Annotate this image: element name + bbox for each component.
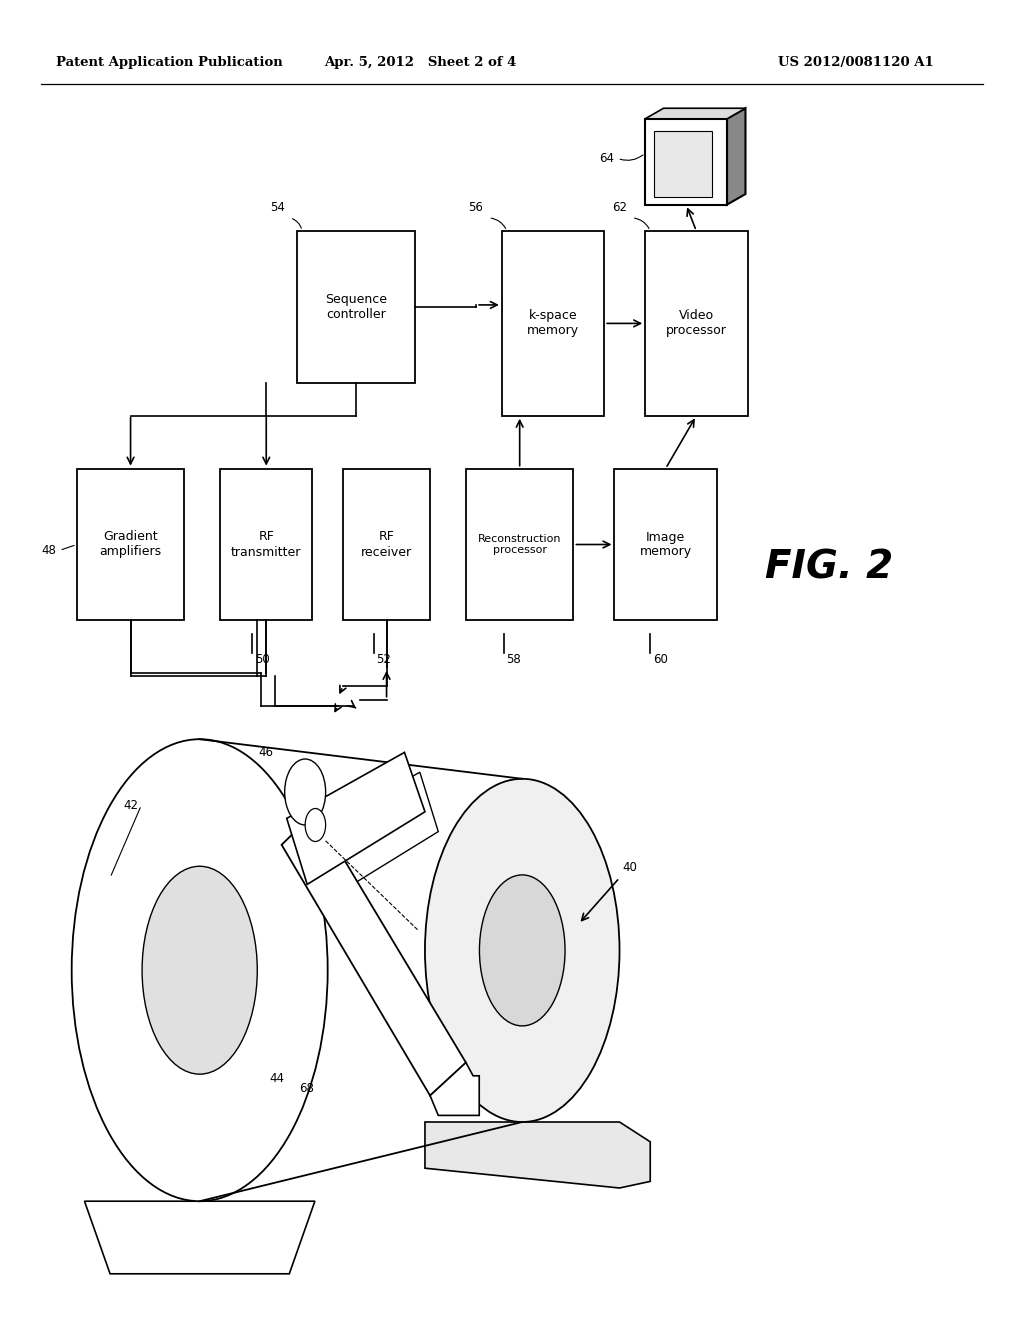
Text: 50: 50 <box>256 653 270 667</box>
Polygon shape <box>727 108 745 205</box>
Text: Sequence
controller: Sequence controller <box>325 293 387 321</box>
Text: Image
memory: Image memory <box>640 531 691 558</box>
Text: Reconstruction
processor: Reconstruction processor <box>478 533 561 556</box>
Polygon shape <box>430 1063 479 1115</box>
Ellipse shape <box>425 779 620 1122</box>
Bar <box>77 469 184 620</box>
Bar <box>654 131 712 197</box>
Bar <box>220 469 312 620</box>
Ellipse shape <box>285 759 326 825</box>
Bar <box>502 231 604 416</box>
Text: FIG. 2: FIG. 2 <box>765 549 894 586</box>
Text: RF
receiver: RF receiver <box>361 531 412 558</box>
Bar <box>466 469 573 620</box>
Polygon shape <box>645 119 727 205</box>
Text: 64: 64 <box>599 152 614 165</box>
Text: 62: 62 <box>611 201 627 214</box>
Polygon shape <box>287 752 425 884</box>
Polygon shape <box>645 108 745 119</box>
Ellipse shape <box>479 875 565 1026</box>
Polygon shape <box>84 1201 315 1274</box>
Text: 42: 42 <box>123 799 138 812</box>
Ellipse shape <box>72 739 328 1201</box>
Polygon shape <box>282 812 466 1096</box>
Text: Video
processor: Video processor <box>666 309 727 338</box>
Text: 40: 40 <box>623 861 638 874</box>
Text: US 2012/0081120 A1: US 2012/0081120 A1 <box>778 55 934 69</box>
Bar <box>614 469 717 620</box>
Ellipse shape <box>305 808 326 842</box>
Ellipse shape <box>142 866 257 1074</box>
Text: Patent Application Publication: Patent Application Publication <box>56 55 283 69</box>
Bar <box>645 231 748 416</box>
Text: RF
transmitter: RF transmitter <box>231 531 301 558</box>
Text: Apr. 5, 2012   Sheet 2 of 4: Apr. 5, 2012 Sheet 2 of 4 <box>324 55 516 69</box>
Text: 52: 52 <box>377 653 391 667</box>
Text: 46: 46 <box>258 746 273 759</box>
Bar <box>343 469 430 620</box>
Text: 58: 58 <box>507 653 521 667</box>
Bar <box>297 231 415 383</box>
Text: k-space
memory: k-space memory <box>527 309 579 338</box>
Text: 60: 60 <box>653 653 669 667</box>
Text: 68: 68 <box>299 1082 314 1096</box>
Polygon shape <box>302 772 438 904</box>
Text: Gradient
amplifiers: Gradient amplifiers <box>99 531 162 558</box>
Text: 48: 48 <box>41 544 56 557</box>
Text: 54: 54 <box>269 201 285 214</box>
Polygon shape <box>425 1122 650 1188</box>
Text: 44: 44 <box>269 1072 285 1085</box>
Text: 56: 56 <box>468 201 483 214</box>
